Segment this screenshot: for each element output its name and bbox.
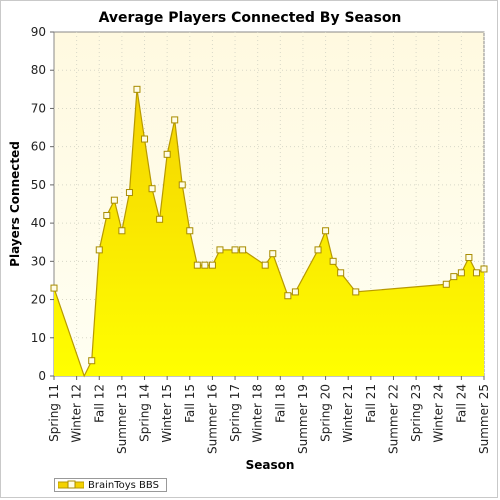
x-tick-label: Fall 24 (454, 384, 468, 423)
data-point-marker (95, 246, 103, 254)
data-point-marker (472, 269, 480, 277)
x-tick-label: Winter 15 (160, 384, 174, 443)
data-point-marker (193, 261, 201, 269)
data-point-marker (284, 292, 292, 300)
x-tick-label: Summer 13 (115, 384, 129, 454)
data-point-marker (216, 246, 224, 254)
y-tick-label: 0 (38, 369, 46, 383)
x-tick-label: Fall 21 (364, 384, 378, 423)
data-point-marker (450, 273, 458, 281)
x-tick-label: Winter 24 (432, 384, 446, 443)
x-tick-label: Summer 16 (205, 384, 219, 454)
data-point-marker (314, 246, 322, 254)
data-point-marker (148, 185, 156, 193)
x-tick-label: Fall 18 (273, 384, 287, 423)
x-tick-label: Spring 14 (138, 384, 152, 442)
data-point-marker (337, 269, 345, 277)
y-tick-label: 30 (31, 254, 46, 268)
data-point-marker (465, 254, 473, 262)
data-point-marker (186, 227, 194, 235)
data-point-marker (50, 284, 58, 292)
legend: BrainToys BBS (54, 478, 167, 492)
x-tick-label: Fall 12 (92, 384, 106, 423)
x-tick-label: Summer 25 (477, 384, 491, 454)
data-point-marker (133, 85, 141, 93)
y-tick-label: 90 (31, 25, 46, 39)
y-tick-label: 50 (31, 178, 46, 192)
data-point-marker (156, 215, 164, 223)
chart-title: Average Players Connected By Season (99, 10, 402, 26)
legend-label: BrainToys BBS (88, 479, 159, 491)
data-point-marker (329, 257, 337, 265)
x-axis-title: Season (246, 458, 295, 472)
y-tick-label: 80 (31, 63, 46, 77)
data-point-marker (141, 135, 149, 143)
data-point-marker (269, 250, 277, 258)
data-point-marker (480, 265, 488, 273)
x-tick-label: Spring 17 (228, 384, 242, 442)
series-markers (50, 85, 488, 365)
x-tick-label: Spring 20 (319, 384, 333, 442)
data-point-marker (110, 196, 118, 204)
y-tick-label: 20 (31, 293, 46, 307)
data-point-marker (103, 211, 111, 219)
area-fill (54, 89, 484, 376)
y-tick-label: 40 (31, 216, 46, 230)
x-tick-label: Spring 11 (47, 384, 61, 442)
data-point-marker (291, 288, 299, 296)
x-tick-label: Summer 19 (296, 384, 310, 454)
data-point-marker (261, 261, 269, 269)
data-point-marker (457, 269, 465, 277)
y-axis-title: Players Connected (8, 141, 22, 267)
x-axis-ticks: Spring 11 Winter 12 Fall 12 Summer 13 Spring… (47, 376, 491, 454)
x-tick-label: Winter 21 (341, 384, 355, 443)
data-point-marker (208, 261, 216, 269)
data-point-marker (171, 116, 179, 124)
data-point-marker (178, 181, 186, 189)
data-point-marker (125, 189, 133, 197)
data-point-marker (231, 246, 239, 254)
x-tick-label: Fall 15 (183, 384, 197, 423)
y-axis-ticks: 0 10 20 30 40 50 60 70 80 90 (31, 25, 54, 383)
data-point-marker (442, 280, 450, 288)
legend-swatch-icon (58, 480, 84, 489)
x-tick-label: Winter 12 (70, 384, 84, 443)
data-point-marker (118, 227, 126, 235)
y-tick-label: 10 (31, 331, 46, 345)
x-tick-label: Winter 18 (251, 384, 265, 443)
data-point-marker (163, 150, 171, 158)
data-point-marker (322, 227, 330, 235)
data-point-marker (239, 246, 247, 254)
data-point-marker (352, 288, 360, 296)
x-tick-label: Summer 22 (386, 384, 400, 454)
y-tick-label: 70 (31, 101, 46, 115)
data-point-marker (201, 261, 209, 269)
data-point-marker (88, 357, 96, 365)
y-tick-label: 60 (31, 140, 46, 154)
x-tick-label: Spring 23 (409, 384, 423, 442)
